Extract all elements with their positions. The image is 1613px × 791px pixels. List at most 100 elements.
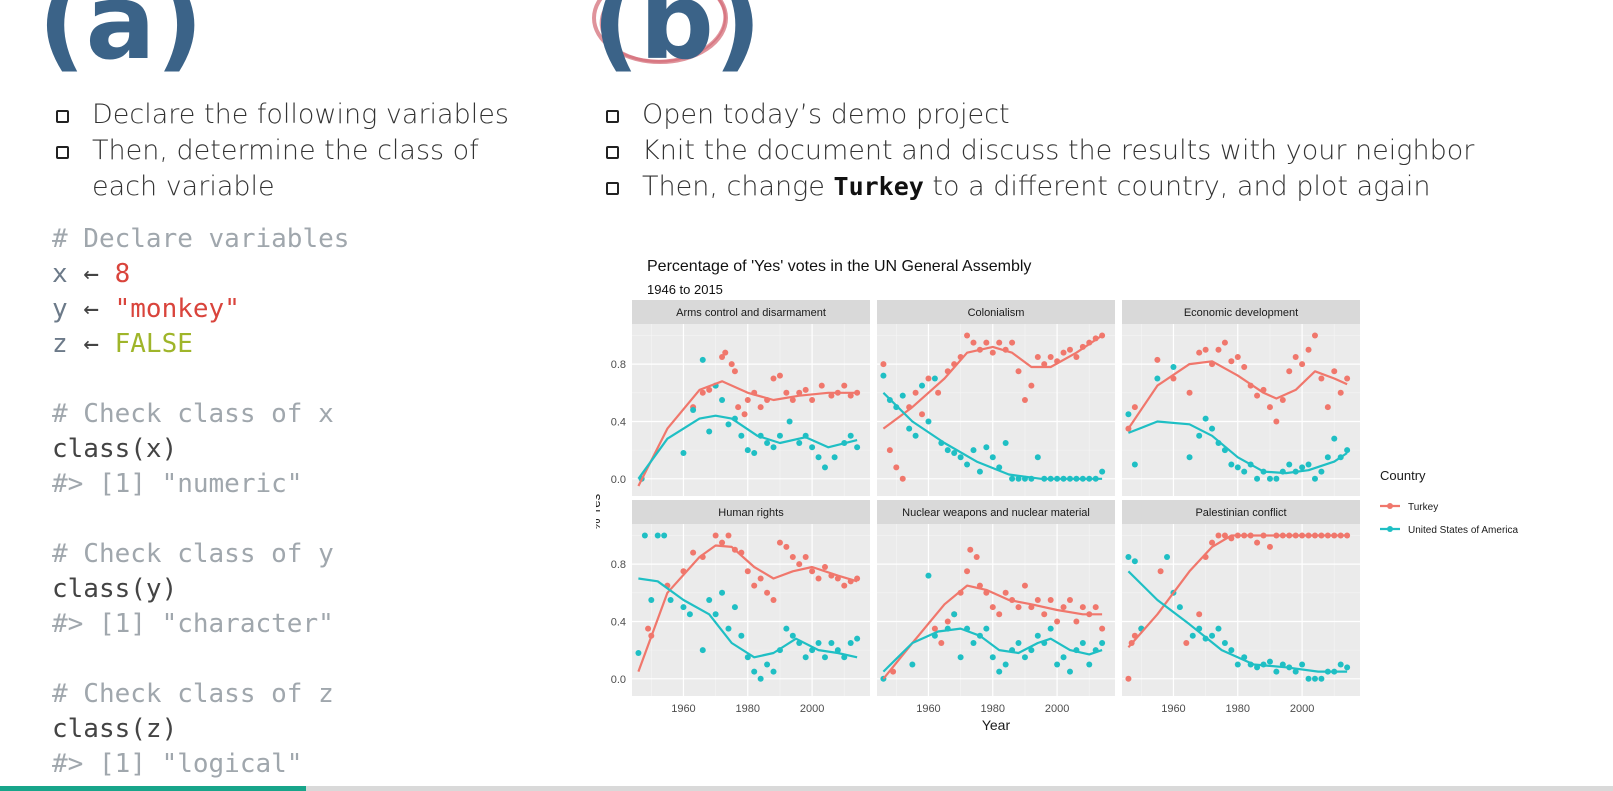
legend-key-point: [1387, 526, 1393, 532]
code-line-z: z ← FALSE: [52, 329, 193, 359]
turkey-point: [1186, 389, 1193, 396]
usa-point: [1170, 364, 1177, 370]
turkey-point: [1202, 346, 1209, 353]
usa-point: [983, 444, 990, 451]
turkey-point: [1009, 339, 1016, 346]
turkey-point: [925, 375, 932, 382]
facet-strip: [877, 300, 1115, 324]
turkey-point: [712, 532, 719, 539]
usa-point: [1176, 604, 1183, 611]
panel-b-heading: (b): [592, 0, 762, 83]
legend-title: Country: [1380, 468, 1426, 483]
usa-point: [1305, 675, 1312, 682]
turkey-point: [783, 389, 790, 396]
turkey-point: [645, 625, 652, 632]
usa-point: [989, 654, 996, 661]
turkey-point: [1021, 582, 1028, 589]
usa-point: [944, 447, 951, 454]
usa-point: [789, 632, 796, 639]
turkey-point: [944, 618, 951, 625]
turkey-point: [1337, 389, 1344, 396]
usa-point: [796, 439, 803, 446]
usa-point: [770, 668, 777, 675]
usa-point: [751, 450, 758, 456]
turkey-point: [1196, 611, 1203, 618]
facet-plot-area: [632, 524, 870, 696]
usa-point: [725, 421, 732, 428]
usa-point: [1060, 654, 1067, 661]
turkey-point: [1254, 539, 1261, 546]
facet-panel: Nuclear weapons and nuclear material 1960…: [877, 500, 1115, 715]
usa-point: [1047, 625, 1054, 632]
turkey-point: [1002, 589, 1009, 596]
turkey-point: [1273, 418, 1280, 425]
usa-point: [1209, 632, 1216, 639]
usa-point: [925, 572, 932, 579]
usa-point: [635, 650, 642, 656]
usa-point: [1099, 468, 1106, 475]
usa-point: [744, 447, 751, 454]
usa-point: [1299, 464, 1306, 471]
usa-point: [654, 532, 661, 539]
turkey-point: [776, 372, 783, 379]
usa-point: [1266, 658, 1273, 665]
turkey-point: [1196, 349, 1203, 356]
usa-point: [744, 654, 751, 661]
turkey-point: [815, 575, 822, 582]
code-block: # Declare variables x ← 8 y ← "monkey" z…: [52, 222, 349, 782]
usa-point: [957, 454, 964, 461]
checkbox-icon: [606, 182, 619, 195]
turkey-point: [796, 561, 803, 568]
usa-point: [706, 596, 713, 603]
usa-point: [1318, 468, 1325, 475]
usa-point: [1344, 447, 1351, 454]
x-tick-label: 1980: [736, 703, 760, 715]
turkey-point: [931, 625, 938, 632]
turkey-point: [722, 349, 729, 356]
turkey-point: [757, 575, 764, 582]
turkey-point: [1215, 532, 1222, 539]
x-tick-label: 2000: [800, 703, 824, 715]
code-comment: # Check class of y: [52, 539, 334, 569]
usa-point: [1021, 654, 1028, 661]
bullet-text-post: to a different country, and plot again: [923, 171, 1431, 202]
turkey-point: [983, 339, 990, 346]
usa-point: [1228, 647, 1235, 654]
turkey-point: [1344, 532, 1351, 539]
x-tick-label: 1960: [671, 703, 695, 715]
usa-point: [1196, 432, 1203, 439]
turkey-point: [776, 539, 783, 546]
facet-strip: [632, 300, 870, 324]
turkey-point: [728, 361, 735, 368]
scribble-circle-icon: [592, 0, 728, 64]
usa-point: [1002, 439, 1009, 446]
turkey-point: [690, 549, 697, 556]
turkey-point: [854, 389, 861, 396]
usa-point: [912, 432, 919, 439]
usa-point: [1154, 375, 1161, 382]
usa-point: [1273, 475, 1280, 482]
x-tick-label: 1980: [1226, 703, 1250, 715]
turkey-point: [809, 568, 816, 575]
usa-point: [1209, 425, 1216, 432]
usa-point: [1273, 668, 1280, 675]
y-tick-label: 0.4: [611, 416, 626, 428]
usa-point: [989, 454, 996, 461]
turkey-point: [1157, 568, 1164, 575]
usa-point: [1186, 454, 1193, 461]
turkey-point: [1311, 332, 1318, 339]
usa-point: [1344, 664, 1351, 671]
turkey-smooth-line: [882, 584, 1103, 680]
usa-point: [1054, 661, 1061, 668]
usa-point: [1079, 639, 1086, 646]
turkey-point: [964, 568, 971, 575]
usa-smooth-line: [882, 627, 1103, 673]
checkbox-icon: [56, 110, 69, 123]
usa-point: [1318, 675, 1325, 682]
panel-a-bullets: Declare the following variables Then, de…: [52, 97, 552, 205]
facet-label: Economic development: [1184, 307, 1298, 319]
usa-point: [1234, 661, 1241, 668]
checkbox-icon: [606, 110, 619, 123]
turkey-point: [1066, 346, 1073, 353]
turkey-point: [1041, 361, 1048, 368]
